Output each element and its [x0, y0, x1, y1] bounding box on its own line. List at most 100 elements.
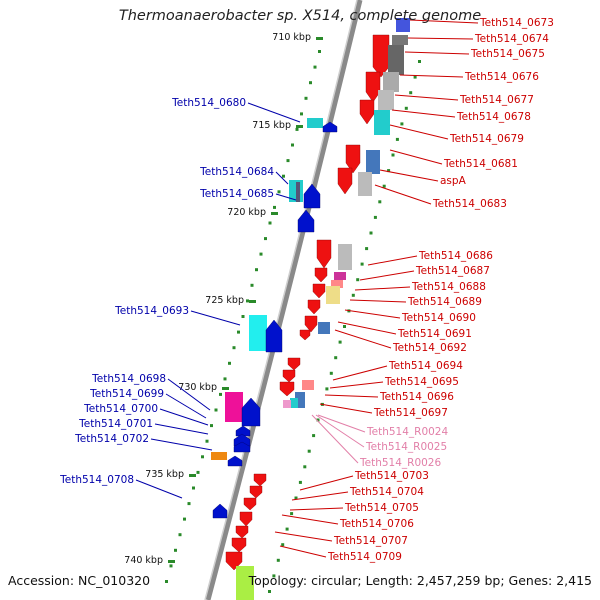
gene-label: Teth514_0679 [449, 133, 524, 145]
track-dot [365, 247, 369, 251]
track-dot [223, 377, 227, 381]
leader-line [394, 94, 459, 101]
track-dot [409, 91, 413, 95]
track-dot [316, 418, 320, 422]
gene-domain [378, 90, 394, 110]
gene-arrow [235, 525, 249, 539]
leader-line [389, 124, 449, 140]
scale-tick-label: 720 kbp [227, 207, 266, 218]
gene-label: Teth514_R0026 [359, 457, 441, 469]
leader-line [190, 310, 241, 326]
gene-label: Teth514_0684 [199, 166, 274, 178]
track-dot [378, 200, 382, 204]
scale-tick-label: 740 kbp [124, 555, 163, 566]
gene-label: Teth514_0681 [443, 158, 518, 170]
gene-label: Teth514_0700 [83, 403, 158, 415]
leader-line [324, 394, 379, 398]
gene-label: Teth514_0673 [479, 17, 554, 29]
gene-arrow [282, 369, 296, 383]
leader-line [315, 414, 365, 448]
track-dot [418, 60, 421, 63]
leader-line [167, 378, 211, 411]
gene-arrow [212, 503, 228, 519]
genome-backbone-highlight [204, 0, 358, 600]
track-dot [210, 424, 213, 428]
track-dot [360, 262, 364, 266]
gene-domain [338, 244, 352, 270]
gene-arrow [372, 34, 390, 78]
gene-label: Teth514_0698 [91, 373, 166, 385]
track-dot [241, 315, 245, 318]
gene-domain [396, 18, 410, 32]
gene-label: Teth514_0707 [333, 535, 408, 547]
leader-line [404, 51, 470, 55]
scale-tick [296, 125, 303, 128]
gene-domain [331, 280, 343, 288]
track-dot [201, 455, 204, 459]
track-dot [237, 330, 240, 334]
track-dot [351, 293, 355, 297]
gene-arrow [303, 183, 321, 209]
scale-tick-label: 715 kbp [252, 120, 291, 131]
gene-arrow [233, 441, 251, 453]
track-dot [413, 75, 417, 79]
gene-label: Teth514_0699 [89, 388, 164, 400]
track-dot [325, 387, 329, 391]
track-dot [277, 190, 281, 194]
leader-line [299, 475, 354, 491]
track-dot [338, 340, 342, 344]
track-dot [304, 96, 308, 100]
gene-arrow [235, 425, 251, 437]
gene-domain [374, 110, 390, 135]
track-dot [219, 392, 222, 396]
leader-line [334, 329, 392, 349]
scale-tick [271, 212, 278, 215]
track-dot [250, 283, 254, 287]
track-dot [282, 174, 285, 178]
gene-domain [366, 150, 380, 174]
gene-label: Teth514_0678 [456, 111, 531, 123]
track-dot [214, 408, 218, 412]
track-dot [312, 434, 316, 438]
gene-arrow [299, 329, 311, 341]
leader-line [291, 491, 349, 501]
gene-label: aspA [440, 175, 467, 187]
leader-line [359, 270, 415, 281]
track-dot [192, 486, 195, 490]
scale-ticks: 710 kbp 715 kbp 720 kbp 725 kbp 730 kbp 735 k… [124, 32, 323, 566]
leader-line [311, 414, 359, 464]
leader-line [247, 102, 301, 123]
gene-arrow [297, 209, 315, 233]
track-dot [343, 325, 346, 328]
track-dot [369, 231, 373, 235]
track-dot [329, 371, 333, 375]
gene-arrow [312, 283, 326, 299]
leader-line [275, 193, 297, 201]
scale-tick-label: 725 kbp [205, 295, 244, 306]
gene-arrow [225, 551, 243, 571]
scale-tick-label: 730 kbp [178, 382, 217, 393]
track-dot [232, 346, 236, 350]
gene-label: Teth514_0686 [418, 250, 493, 262]
gene-label: Teth514_0689 [407, 296, 482, 308]
genome-backbone [205, 0, 363, 600]
gene-label: Teth514_R0025 [365, 441, 447, 453]
map-title: Thermoanaerobacter sp. X514, complete ge… [118, 8, 482, 24]
gene-label: Teth514_0704 [349, 486, 424, 498]
track-dot [268, 221, 272, 225]
leader-line [159, 408, 209, 426]
track-dot [373, 215, 377, 219]
track-dot [404, 106, 408, 110]
scale-tick [189, 474, 196, 477]
gene-domain [295, 392, 305, 408]
track-dot [303, 465, 307, 469]
gene-domain [249, 315, 267, 351]
gene-domain [334, 272, 346, 280]
gene-label: Teth514_0705 [344, 502, 419, 514]
leader-line [332, 365, 388, 381]
gene-domain [388, 45, 404, 75]
track-dot [307, 449, 311, 453]
gene-label: Teth514_0685 [199, 188, 274, 200]
track-dot [246, 299, 249, 303]
genome-summary-text: Topology: circular; Length: 2,457,259 bp… [248, 573, 592, 588]
